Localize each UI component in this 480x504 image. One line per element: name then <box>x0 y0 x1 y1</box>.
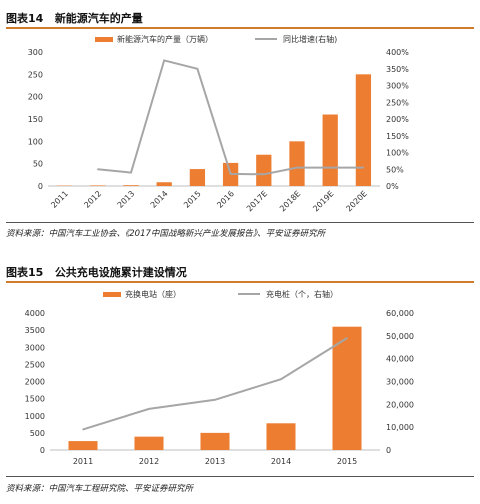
x-tick-label: 2015 <box>182 189 203 210</box>
bar-2012 <box>90 185 106 186</box>
figure14-title: 新能源汽车的产量 <box>54 12 143 25</box>
line-point-2017E <box>263 173 265 176</box>
y-tick-label: 0 <box>38 182 43 191</box>
bar-2014 <box>156 182 172 186</box>
line-point-2014 <box>280 378 282 381</box>
y2-tick-label: 350% <box>386 65 409 74</box>
bar-2017E <box>256 154 272 186</box>
figure14-top-rule <box>6 27 474 29</box>
y-tick-label: 300 <box>28 48 43 57</box>
line-point-2011 <box>82 428 84 431</box>
bar-2012 <box>134 436 164 450</box>
x-tick-label: 2014 <box>271 457 291 466</box>
y2-tick-label: 10,000 <box>386 423 414 432</box>
legend-bar-swatch <box>95 37 113 42</box>
y-tick-label: 3000 <box>25 343 45 352</box>
figure15-top-rule <box>6 281 474 283</box>
y2-tick-label: 20,000 <box>386 400 414 409</box>
y2-tick-label: 50% <box>386 165 404 174</box>
x-tick-label: 2012 <box>139 457 159 466</box>
line-point-2013 <box>130 171 132 174</box>
x-tick-label: 2017E <box>245 189 269 213</box>
y-tick-label: 100 <box>28 137 43 146</box>
x-tick-label: 2011 <box>73 457 93 466</box>
bar-2013 <box>123 185 139 186</box>
y2-tick-label: 0 <box>386 446 391 455</box>
x-tick-label: 2013 <box>205 457 225 466</box>
y2-tick-label: 50,000 <box>386 332 414 341</box>
line-point-2020E <box>362 166 365 169</box>
x-tick-label: 2016 <box>215 189 236 210</box>
bar-2015 <box>332 326 362 450</box>
figure14-label: 图表14 <box>6 12 44 25</box>
line-point-2012 <box>97 168 99 171</box>
line-point-2015 <box>196 67 199 70</box>
y-tick-label: 1500 <box>25 395 45 404</box>
y2-tick-label: 40,000 <box>386 355 414 364</box>
y2-tick-label: 100% <box>386 149 409 158</box>
bar-2013 <box>200 432 230 450</box>
y2-tick-label: 150% <box>386 132 409 141</box>
legend-bar-swatch <box>103 292 121 297</box>
y-tick-label: 200 <box>28 93 43 102</box>
line-point-2014 <box>163 59 165 62</box>
figure15-label: 图表15 <box>6 266 44 279</box>
x-tick-label: 2011 <box>49 189 70 210</box>
y2-tick-label: 200% <box>386 115 409 124</box>
legend-line-label: 同比增速(右轴) <box>283 34 337 44</box>
line-point-2013 <box>214 398 216 401</box>
y-tick-label: 50 <box>33 160 43 169</box>
x-tick-label: 2012 <box>82 189 103 210</box>
figure15-chart: 0 500 1000 1500 2000 2500 3000 3500 4000 0 10,000 2… <box>25 289 414 466</box>
bar-2019E <box>322 114 338 186</box>
line-point-2019E <box>329 166 332 169</box>
figure15-bottom-rule <box>6 476 474 477</box>
x-tick-label: 2019E <box>311 189 335 213</box>
figure14-heading: 图表14 新能源汽车的产量 <box>6 10 143 26</box>
y-tick-label: 0 <box>40 446 45 455</box>
bar-2011 <box>68 441 98 450</box>
y-tick-label: 500 <box>30 429 45 438</box>
y2-tick-label: 400% <box>386 48 409 57</box>
y2-tick-label: 250% <box>386 98 409 107</box>
figure14-chart: 0 50 100 150 200 250 300 0% 50% 100% 150% 200% 250% 3… <box>28 34 410 213</box>
figure15-heading: 图表15 公共充电设施累计建设情况 <box>6 264 187 280</box>
y2-tick-label: 0% <box>386 182 399 191</box>
line-point-2012 <box>148 408 150 410</box>
y-tick-label: 2000 <box>25 378 45 387</box>
x-tick-label: 2020E <box>344 189 368 213</box>
bar-2015 <box>189 169 206 186</box>
y2-tick-label: 30,000 <box>386 378 414 387</box>
x-tick-label: 2013 <box>116 189 137 210</box>
bar-2014 <box>266 423 296 450</box>
y-tick-label: 250 <box>28 70 43 79</box>
legend-line-label: 充电桩（个，右轴） <box>266 289 338 299</box>
y-tick-label: 1000 <box>25 412 45 421</box>
y2-tick-label: 60,000 <box>386 309 414 318</box>
bar-2018E <box>289 141 305 186</box>
y-tick-label: 4000 <box>25 309 45 318</box>
figure15-title: 公共充电设施累计建设情况 <box>54 266 187 279</box>
series-line <box>82 337 348 431</box>
line-point-2016 <box>229 173 232 175</box>
y2-tick-label: 300% <box>386 82 409 91</box>
y-tick-label: 3500 <box>25 326 45 335</box>
bar-2020E <box>355 74 372 186</box>
figure14-bottom-rule <box>6 222 474 223</box>
legend-bar-label: 新能源汽车的产量（万辆） <box>117 34 213 44</box>
x-tick-label: 2018E <box>278 189 302 213</box>
figure15-source: 资料来源：中国汽车工程研究院、平安证券研究所 <box>6 484 194 494</box>
x-tick-label: 2015 <box>337 457 357 466</box>
line-point-2015 <box>346 337 348 339</box>
y-tick-label: 150 <box>28 115 43 124</box>
legend-bar-label: 充换电站（座） <box>125 289 181 299</box>
line-point-2018E <box>296 166 298 169</box>
x-tick-label: 2014 <box>149 189 170 210</box>
y-tick-label: 2500 <box>25 360 45 369</box>
figure14-source: 资料来源：中国汽车工业协会、《2017中国战略新兴产业发展报告》、平安证券研究所 <box>6 229 326 239</box>
